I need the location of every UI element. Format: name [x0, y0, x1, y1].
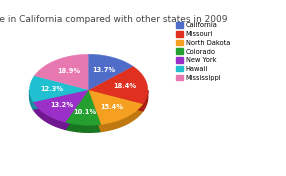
- Polygon shape: [101, 104, 143, 131]
- Polygon shape: [29, 90, 33, 109]
- Polygon shape: [143, 90, 148, 111]
- Polygon shape: [89, 90, 143, 111]
- Polygon shape: [33, 102, 65, 129]
- Polygon shape: [33, 90, 89, 109]
- Text: 13.2%: 13.2%: [50, 102, 74, 108]
- Polygon shape: [33, 90, 89, 122]
- Title: Obesity rate in California compared with other states in 2009: Obesity rate in California compared with…: [0, 15, 228, 24]
- Polygon shape: [89, 66, 148, 104]
- Text: 13.7%: 13.7%: [92, 67, 115, 73]
- Polygon shape: [89, 90, 143, 124]
- Text: 18.4%: 18.4%: [113, 83, 136, 89]
- Polygon shape: [29, 76, 89, 102]
- Polygon shape: [34, 54, 89, 90]
- Text: 18.9%: 18.9%: [57, 68, 80, 74]
- Polygon shape: [65, 90, 89, 129]
- Polygon shape: [65, 90, 89, 129]
- Polygon shape: [33, 90, 89, 109]
- Polygon shape: [89, 90, 101, 131]
- Polygon shape: [65, 90, 101, 125]
- Text: 15.4%: 15.4%: [100, 104, 124, 110]
- Polygon shape: [89, 90, 143, 111]
- Text: 10.1%: 10.1%: [74, 109, 97, 115]
- Polygon shape: [65, 122, 101, 132]
- Polygon shape: [89, 90, 101, 131]
- Legend: California, Missouri, North Dakota, Colorado, New York, Hawaii, Mississippi: California, Missouri, North Dakota, Colo…: [175, 21, 231, 82]
- Polygon shape: [89, 54, 133, 90]
- Text: 12.3%: 12.3%: [40, 86, 63, 92]
